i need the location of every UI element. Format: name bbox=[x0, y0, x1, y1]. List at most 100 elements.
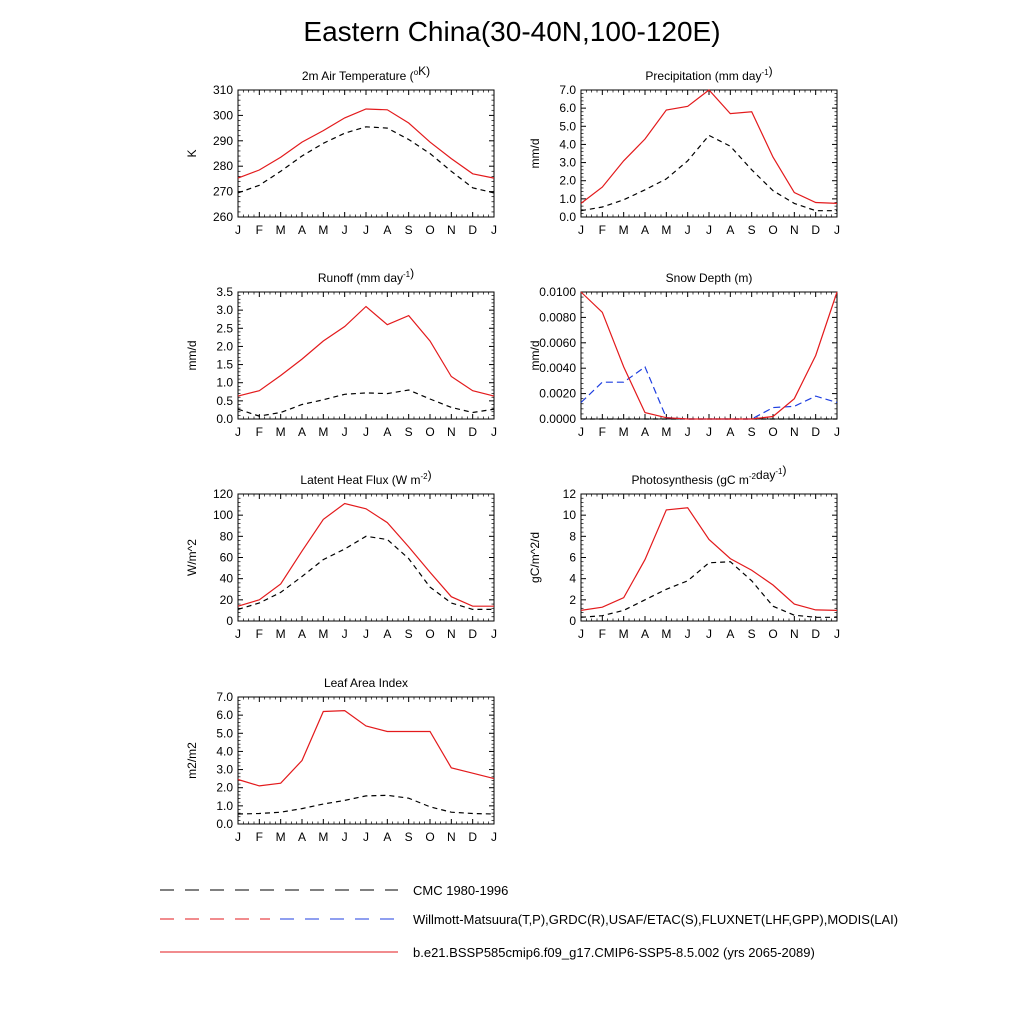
y-tick-label: 60 bbox=[220, 551, 234, 565]
x-tick-label: A bbox=[641, 223, 649, 237]
y-tick-label: 120 bbox=[213, 487, 233, 501]
x-tick-label: M bbox=[318, 425, 328, 439]
x-tick-label: F bbox=[256, 627, 263, 641]
y-tick-label: 290 bbox=[213, 134, 233, 148]
panel-title: Leaf Area Index bbox=[324, 676, 408, 690]
series-line-obs bbox=[237, 794, 495, 815]
x-tick-label: N bbox=[790, 223, 799, 237]
panel-5: J F M A M J J A S O N D J020406080100120W/m^2Latent … bbox=[185, 468, 497, 641]
y-axis-label: mm/d bbox=[185, 341, 199, 371]
y-tick-label: 6.0 bbox=[559, 101, 576, 115]
x-tick-label: M bbox=[318, 627, 328, 641]
y-tick-label: 2 bbox=[569, 593, 576, 607]
y-tick-label: 4.0 bbox=[216, 744, 233, 758]
series-line-obs_usaf bbox=[580, 365, 838, 420]
series-line-obs bbox=[580, 134, 837, 212]
x-tick-label: N bbox=[447, 830, 456, 844]
y-tick-label: 280 bbox=[213, 159, 233, 173]
series-line-obs bbox=[237, 389, 495, 417]
y-axis-label: K bbox=[185, 149, 199, 157]
y-tick-label: 0.5 bbox=[216, 394, 233, 408]
x-tick-label: J bbox=[834, 223, 840, 237]
y-tick-label: 7.0 bbox=[559, 83, 576, 97]
x-tick-label: N bbox=[447, 425, 456, 439]
x-tick-label: J bbox=[342, 627, 348, 641]
y-tick-label: 10 bbox=[563, 508, 577, 522]
x-tick-label: J bbox=[685, 425, 691, 439]
x-tick-label: D bbox=[811, 223, 820, 237]
x-tick-label: J bbox=[342, 223, 348, 237]
y-tick-label: 0.0100 bbox=[539, 285, 576, 299]
y-tick-label: 2.5 bbox=[216, 321, 233, 335]
x-tick-label: M bbox=[619, 223, 629, 237]
x-tick-label: J bbox=[342, 425, 348, 439]
x-tick-label: M bbox=[276, 627, 286, 641]
y-tick-label: 3.0 bbox=[216, 763, 233, 777]
series-line-model bbox=[580, 89, 838, 204]
y-tick-label: 3.5 bbox=[216, 285, 233, 299]
y-tick-label: 12 bbox=[563, 487, 577, 501]
x-tick-label: M bbox=[276, 223, 286, 237]
y-tick-label: 1.0 bbox=[216, 799, 233, 813]
x-tick-label: J bbox=[363, 425, 369, 439]
x-tick-label: A bbox=[641, 627, 649, 641]
x-tick-label: J bbox=[706, 425, 712, 439]
x-tick-label: S bbox=[748, 627, 756, 641]
y-tick-label: 1.0 bbox=[559, 192, 576, 206]
plot-frame bbox=[237, 493, 495, 622]
panel-3: J F M A M J J A S O N D J0.00.51.01.52.02.53.03.5mm/… bbox=[185, 266, 497, 439]
x-tick-label: A bbox=[383, 223, 391, 237]
y-tick-label: 3.0 bbox=[216, 303, 233, 317]
x-tick-label: F bbox=[599, 627, 606, 641]
x-tick-label: D bbox=[468, 223, 477, 237]
y-tick-label: 2.0 bbox=[216, 781, 233, 795]
x-tick-label: J bbox=[491, 627, 497, 641]
y-axis-label: mm/d bbox=[528, 139, 542, 169]
y-tick-label: 3.0 bbox=[559, 156, 576, 170]
y-tick-label: 0.0 bbox=[216, 412, 233, 426]
x-tick-label: J bbox=[578, 627, 584, 641]
x-tick-label: J bbox=[685, 627, 691, 641]
x-tick-label: O bbox=[425, 425, 434, 439]
x-tick-label: S bbox=[748, 223, 756, 237]
series-line-model bbox=[237, 108, 495, 179]
x-tick-label: J bbox=[578, 425, 584, 439]
y-axis-label: mm/d bbox=[528, 341, 542, 371]
x-tick-label: A bbox=[641, 425, 649, 439]
x-tick-label: J bbox=[578, 223, 584, 237]
x-tick-label: F bbox=[256, 830, 263, 844]
x-tick-label: A bbox=[298, 627, 306, 641]
y-tick-label: 0.0000 bbox=[539, 412, 576, 426]
x-tick-label: M bbox=[661, 425, 671, 439]
panel-title: Photosynthesis (gC m-2day-1) bbox=[632, 463, 787, 487]
y-tick-label: 300 bbox=[213, 108, 233, 122]
panel-4: J F M A M J J A S O N D J0.00000.00200.00400.00600.0… bbox=[528, 271, 840, 439]
legend: CMC 1980-1996 Willmott-Matsuura(T,P),GRD… bbox=[160, 883, 898, 960]
y-tick-label: 4.0 bbox=[559, 137, 576, 151]
y-tick-label: 2.0 bbox=[216, 339, 233, 353]
series-line-model bbox=[580, 507, 838, 611]
panel-title: Runoff (mm day-1) bbox=[318, 266, 414, 285]
y-tick-label: 310 bbox=[213, 83, 233, 97]
x-tick-label: A bbox=[726, 627, 734, 641]
x-tick-label: O bbox=[425, 223, 434, 237]
x-tick-label: S bbox=[405, 223, 413, 237]
x-tick-label: M bbox=[661, 627, 671, 641]
y-tick-label: 1.0 bbox=[216, 376, 233, 390]
x-tick-label: F bbox=[599, 425, 606, 439]
x-tick-label: J bbox=[235, 223, 241, 237]
x-tick-label: D bbox=[468, 830, 477, 844]
x-tick-label: J bbox=[491, 425, 497, 439]
x-tick-label: M bbox=[276, 425, 286, 439]
legend-label-model: b.e21.BSSP585cmip6.f09_g17.CMIP6-SSP5-8.… bbox=[413, 945, 815, 960]
series-line-obs bbox=[580, 561, 837, 618]
y-tick-label: 7.0 bbox=[216, 690, 233, 704]
x-tick-label: M bbox=[619, 627, 629, 641]
x-tick-label: S bbox=[748, 425, 756, 439]
panel-title: Snow Depth (m) bbox=[666, 271, 753, 285]
x-tick-label: J bbox=[491, 830, 497, 844]
y-tick-label: 5.0 bbox=[559, 119, 576, 133]
y-tick-label: 80 bbox=[220, 529, 234, 543]
y-tick-label: 0.0080 bbox=[539, 310, 576, 324]
